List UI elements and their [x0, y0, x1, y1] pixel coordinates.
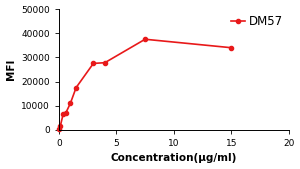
X-axis label: Concentration(μg/ml): Concentration(μg/ml): [111, 153, 237, 163]
DM57: [64, 112, 68, 114]
DM57: [74, 87, 78, 89]
DM57: [58, 125, 62, 127]
DM57: [69, 102, 72, 104]
Line: DM57: DM57: [57, 37, 233, 131]
DM57: [143, 38, 147, 40]
DM57: [58, 128, 61, 130]
DM57: [230, 47, 233, 49]
DM57: [92, 62, 95, 64]
DM57: [103, 62, 107, 64]
Y-axis label: MFI: MFI: [6, 59, 16, 80]
Legend: DM57: DM57: [226, 10, 288, 33]
DM57: [61, 113, 65, 115]
